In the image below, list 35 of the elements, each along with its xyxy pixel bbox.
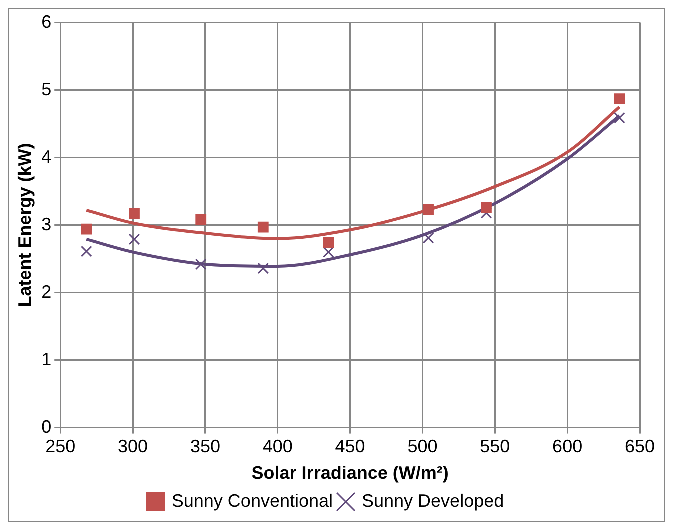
x-tick-label: 250 [46, 436, 76, 457]
y-tick-label: 2 [42, 282, 52, 302]
point [423, 204, 434, 216]
point [422, 232, 434, 244]
point [323, 237, 334, 248]
y-axis-title: Latent Energy (kW) [14, 143, 35, 308]
x-tick-label: 600 [552, 436, 583, 457]
point [322, 246, 334, 258]
x-tick-label: 400 [262, 436, 293, 457]
legend-label: Sunny Conventional [172, 490, 334, 511]
y-tick-label: 4 [42, 146, 52, 167]
point [481, 202, 492, 214]
x-tick-label: 500 [408, 436, 438, 457]
x-tick-label: 300 [118, 436, 148, 457]
x-tick-label: 350 [190, 436, 220, 457]
y-tick-label: 1 [42, 349, 52, 370]
point [80, 246, 92, 258]
y-tick-label: 5 [42, 79, 52, 100]
y-tick-label: 6 [42, 12, 52, 32]
point [258, 222, 269, 233]
point [196, 214, 207, 226]
x-axis-title: Solar Irradiance (W/m²) [252, 463, 449, 484]
point [128, 234, 140, 246]
x-tick-label: 450 [335, 436, 366, 457]
point [258, 262, 270, 274]
x-tick-label: 650 [624, 436, 656, 457]
point [81, 224, 92, 235]
point [614, 94, 626, 105]
x-tick-label: 550 [480, 436, 510, 457]
y-tick-label: 0 [42, 416, 52, 437]
point [614, 112, 626, 124]
point [195, 258, 207, 270]
point [129, 208, 140, 220]
legend-label: Sunny Developed [362, 490, 504, 511]
y-tick-label: 3 [42, 214, 52, 234]
